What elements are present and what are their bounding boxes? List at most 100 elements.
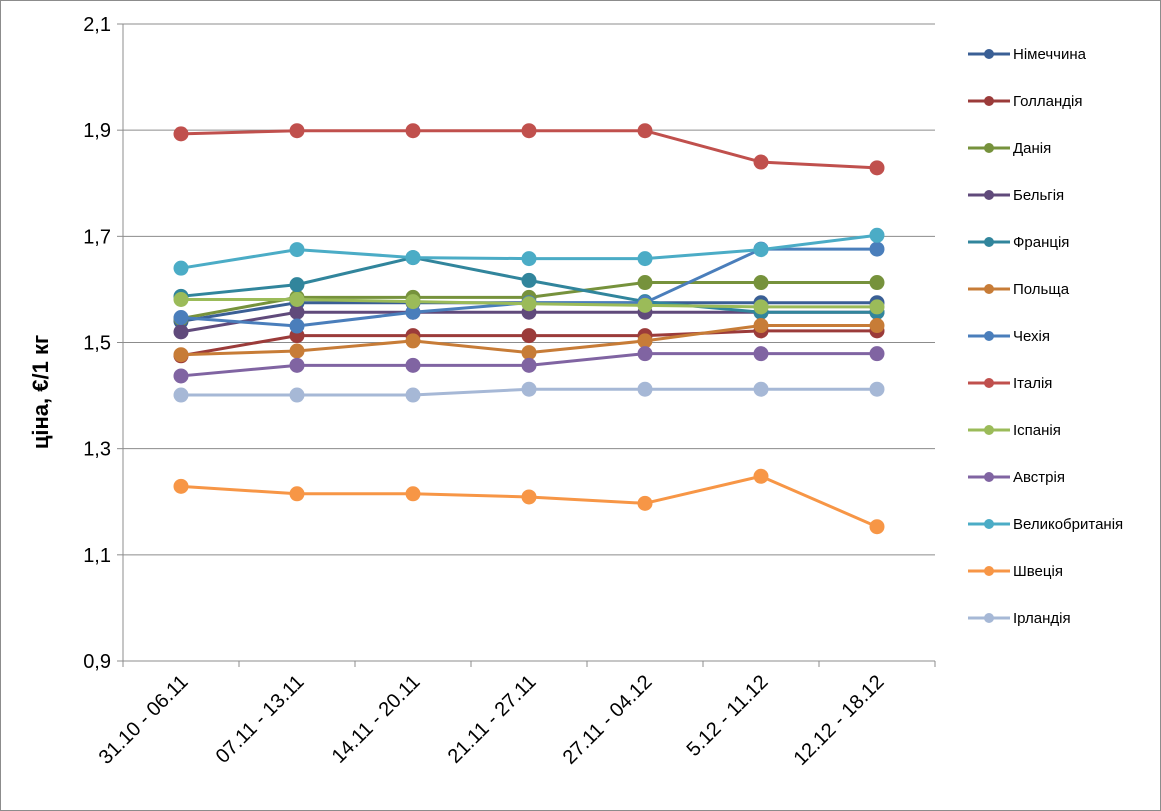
legend-marker xyxy=(984,613,994,623)
legend-label: Італія xyxy=(1013,375,1052,392)
data-point xyxy=(753,299,769,315)
legend-marker xyxy=(984,237,994,247)
data-point xyxy=(405,486,421,502)
data-point xyxy=(753,242,769,258)
x-tick-label: 27.11 - 04.12 xyxy=(559,671,657,769)
legend-marker xyxy=(984,566,994,576)
legend-item: Австрія xyxy=(968,469,1065,486)
data-point xyxy=(289,123,305,139)
legend-marker xyxy=(984,519,994,529)
legend-item: Італія xyxy=(968,375,1052,392)
data-point xyxy=(289,486,305,502)
data-point xyxy=(289,387,305,403)
data-point xyxy=(869,299,885,315)
series-9 xyxy=(173,346,885,384)
legend-label: Австрія xyxy=(1013,469,1065,486)
data-point xyxy=(405,387,421,403)
data-point xyxy=(753,318,769,334)
series-5 xyxy=(173,318,885,363)
data-point xyxy=(753,154,769,170)
data-point xyxy=(405,250,421,266)
data-point xyxy=(173,260,189,276)
series-8 xyxy=(173,292,885,315)
data-point xyxy=(521,272,537,288)
data-point xyxy=(637,381,653,397)
x-tick-label: 14.11 - 20.11 xyxy=(328,671,425,768)
legend-marker xyxy=(984,472,994,482)
legend-marker xyxy=(984,143,994,153)
data-point xyxy=(637,123,653,139)
series-12 xyxy=(173,381,885,403)
legend-item: Німеччина xyxy=(968,46,1087,63)
series-10 xyxy=(173,227,885,276)
x-tick-label: 5.12 - 11.12 xyxy=(683,671,773,761)
data-point xyxy=(173,347,189,363)
legend-label: Бельгія xyxy=(1013,187,1064,204)
legend-label: Великобританія xyxy=(1013,516,1123,533)
y-tick-label: 1,1 xyxy=(83,545,111,567)
data-point xyxy=(173,126,189,142)
data-point xyxy=(521,328,537,344)
legend-label: Чехія xyxy=(1013,328,1050,345)
data-point xyxy=(405,123,421,139)
data-point xyxy=(289,304,305,320)
data-point xyxy=(405,357,421,373)
legend-item: Чехія xyxy=(968,328,1050,345)
series-11 xyxy=(173,468,885,535)
legend-marker xyxy=(984,190,994,200)
legend-marker xyxy=(984,284,994,294)
data-point xyxy=(869,160,885,176)
legend-item: Голландія xyxy=(968,93,1082,110)
legend-item: Данія xyxy=(968,140,1051,157)
data-point xyxy=(405,304,421,320)
data-point xyxy=(289,343,305,359)
legend-item: Франція xyxy=(968,234,1069,251)
legend-label: Данія xyxy=(1013,140,1051,157)
y-tick-label: 1,9 xyxy=(83,120,111,142)
x-tick-label: 21.11 - 27.11 xyxy=(444,671,541,768)
x-tick-label: 31.10 - 06.11 xyxy=(95,671,193,769)
data-point xyxy=(869,346,885,362)
data-point xyxy=(521,123,537,139)
data-point xyxy=(521,357,537,373)
legend-marker xyxy=(984,331,994,341)
data-point xyxy=(637,495,653,511)
data-point xyxy=(637,346,653,362)
y-tick-label: 2,1 xyxy=(83,14,111,36)
data-point xyxy=(869,227,885,243)
data-point xyxy=(637,251,653,267)
legend-marker xyxy=(984,378,994,388)
y-axis-title: ціна, €/1 кг xyxy=(28,335,53,449)
data-point xyxy=(869,381,885,397)
data-point xyxy=(289,318,305,334)
data-point xyxy=(753,346,769,362)
legend-item: Великобританія xyxy=(968,516,1123,533)
data-point xyxy=(289,277,305,293)
y-tick-label: 1,5 xyxy=(83,333,111,355)
data-point xyxy=(173,368,189,384)
legend-marker xyxy=(984,49,994,59)
legend-item: Польща xyxy=(968,281,1070,298)
data-point xyxy=(869,241,885,257)
data-point xyxy=(753,468,769,484)
legend-label: Голландія xyxy=(1013,93,1082,110)
legend-item: Бельгія xyxy=(968,187,1064,204)
x-tick-label: 07.11 - 13.11 xyxy=(212,671,309,768)
legend-marker xyxy=(984,96,994,106)
data-point xyxy=(289,292,305,308)
data-point xyxy=(521,296,537,312)
axes: 0,9 1,1 1,3 1,5 1,7 1,9 2,1 31.10 - 06.11 07.11 … xyxy=(83,14,936,770)
series-7 xyxy=(173,123,885,176)
y-tick-label: 1,7 xyxy=(83,226,111,248)
data-point xyxy=(173,478,189,494)
data-point xyxy=(753,381,769,397)
data-point xyxy=(637,333,653,349)
legend-item: Іспанія xyxy=(968,422,1061,439)
x-tick-label: 12.12 - 18.12 xyxy=(790,671,889,770)
series-lines xyxy=(173,123,885,535)
data-point xyxy=(521,345,537,361)
y-tick-label: 1,3 xyxy=(83,439,111,461)
legend-label: Ірландія xyxy=(1013,610,1071,627)
